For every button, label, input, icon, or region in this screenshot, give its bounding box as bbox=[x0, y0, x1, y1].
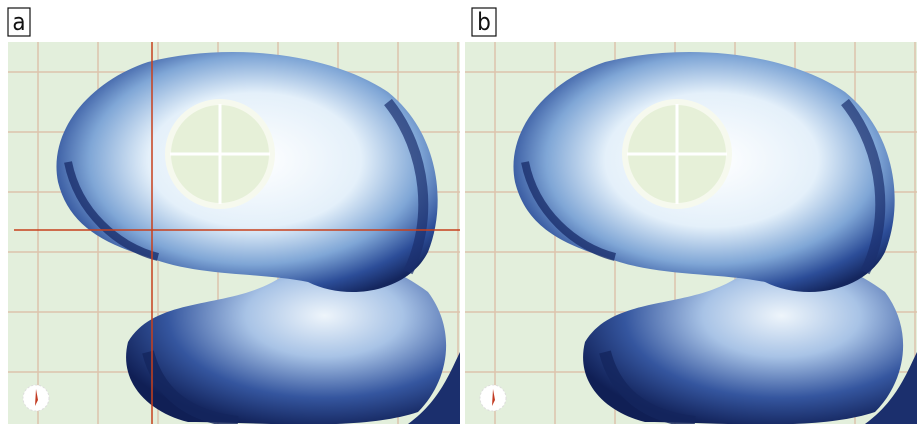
panel-label: a bbox=[12, 8, 25, 36]
panel-image bbox=[8, 42, 460, 425]
panel-label: b bbox=[477, 8, 491, 36]
figure: a b bbox=[0, 0, 917, 427]
panel-image bbox=[465, 42, 917, 425]
